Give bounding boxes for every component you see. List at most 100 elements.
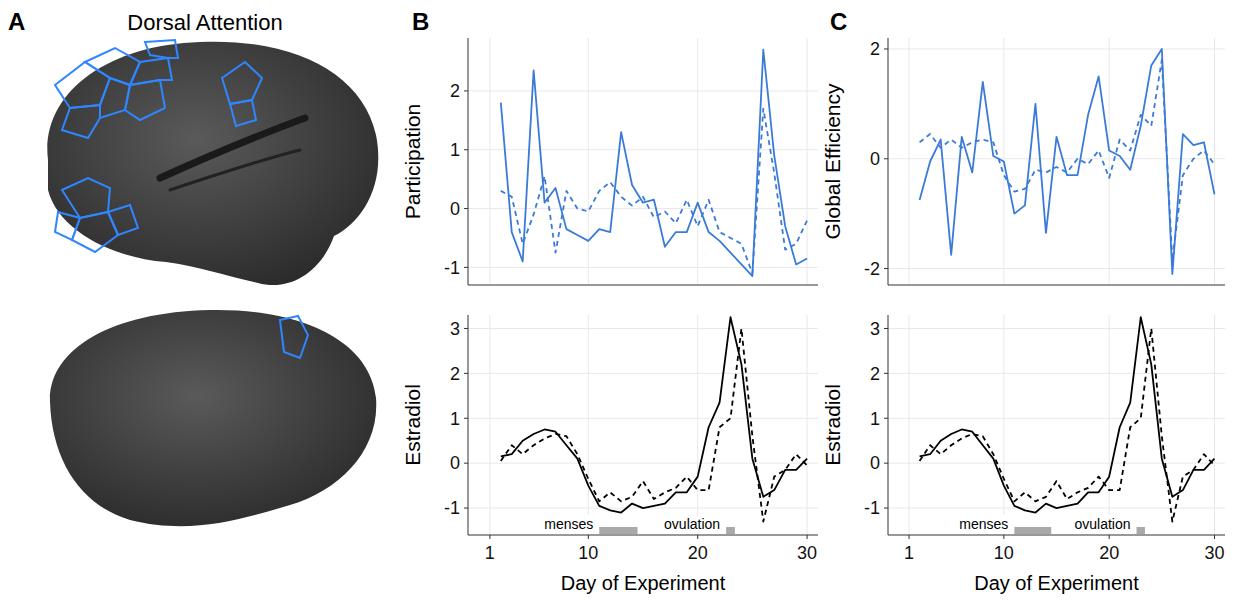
grid-line [1109,315,1110,535]
chart: -202Global Efficiency [821,38,1225,285]
grid-line [888,268,1225,269]
series-line [920,49,1215,274]
tick-mark [464,149,468,150]
period-bar [599,527,637,534]
y-axis-title: Estradiol [401,384,424,466]
x-axis-line [468,285,818,286]
x-tick-label: 20 [1099,543,1119,563]
label-background [1072,515,1132,533]
panel-letter: A [8,8,25,35]
tick-mark [464,208,468,209]
parcel-outline [230,100,256,126]
tick-mark [588,535,589,539]
grid-line [588,315,589,535]
series-line [920,317,1215,512]
plot-area [501,50,807,276]
y-tick-label: 1 [450,140,460,160]
x-tick-label: 30 [797,543,817,563]
tick-mark [884,418,888,419]
grid-line [468,208,818,209]
annotation: ovulation [662,515,722,533]
grid-line [468,328,818,329]
tick-mark [464,418,468,419]
annotation-label: ovulation [1074,516,1130,532]
sulcus [170,150,300,190]
y-tick-label: 2 [870,39,880,59]
annotation-label: ovulation [664,516,720,532]
plot-area [501,317,807,534]
tick-mark [1214,535,1215,539]
x-axis-line [888,535,1225,536]
grid-line [468,463,818,464]
y-tick-label: -1 [444,258,460,278]
panel-letter: B [412,8,429,35]
y-tick-label: 2 [870,364,880,384]
panel-title: Dorsal Attention [127,10,282,35]
tick-mark [884,268,888,269]
series-line [920,328,1215,521]
grid-line [909,315,910,535]
parcel-outline [62,105,100,138]
x-tick-label: 10 [578,543,598,563]
x-tick-label: 30 [1204,543,1224,563]
grid-line [1214,38,1215,285]
grid-line [1003,315,1004,535]
grid-line [888,328,1225,329]
y-tick-label: 0 [870,453,880,473]
y-tick-label: 2 [450,81,460,101]
grid-line [807,38,808,285]
series-line [501,317,807,512]
label-background [542,515,595,533]
grid-line [697,315,698,535]
tick-mark [807,535,808,539]
x-tick-label: 20 [688,543,708,563]
grid-line [807,315,808,535]
grid-line [888,48,1225,49]
annotation: ovulation [1072,515,1132,533]
y-tick-label: -2 [864,259,880,279]
x-tick-label: 1 [904,543,914,563]
y-axis-line [468,38,469,285]
parcel-outline [280,316,308,358]
grid-line [888,463,1225,464]
brain-medial [50,310,376,526]
period-bar [726,527,735,534]
tick-mark [1109,535,1110,539]
brain-lateral [47,42,378,285]
tick-mark [464,373,468,374]
label-background [957,515,1010,533]
y-tick-label: 0 [450,199,460,219]
grid-line [888,418,1225,419]
x-axis-line [468,535,818,536]
parcel-outline [100,78,130,118]
parcel-outline [130,58,172,85]
parcel-outline [145,40,178,58]
figure: ABCDorsal Attention-1012Participation-10… [0,0,1237,602]
plot-area [920,49,1215,274]
x-tick-label: 1 [485,543,495,563]
annotation-label: menses [959,516,1008,532]
tick-mark [909,535,910,539]
chart: -1 0 1 2 Participation [401,38,818,285]
annotation-label: menses [544,516,593,532]
grid-line [468,149,818,150]
grid-line [489,315,490,535]
tick-mark [464,463,468,464]
grid-line [468,418,818,419]
tick-mark [884,48,888,49]
grid-line [468,267,818,268]
brain-views [47,40,378,526]
grid-line [888,373,1225,374]
series-line [920,60,1215,260]
grid-line [1109,38,1110,285]
y-tick-label: 1 [450,409,460,429]
y-tick-label: -1 [444,498,460,518]
grid-line [697,38,698,285]
tick-mark [464,90,468,91]
parcel-outline [108,205,138,235]
parcel-outline [62,178,110,218]
y-axis-title: Estradiol [821,384,844,466]
y-axis-title: Participation [401,104,424,220]
grid-line [588,38,589,285]
y-tick-label: -1 [864,498,880,518]
